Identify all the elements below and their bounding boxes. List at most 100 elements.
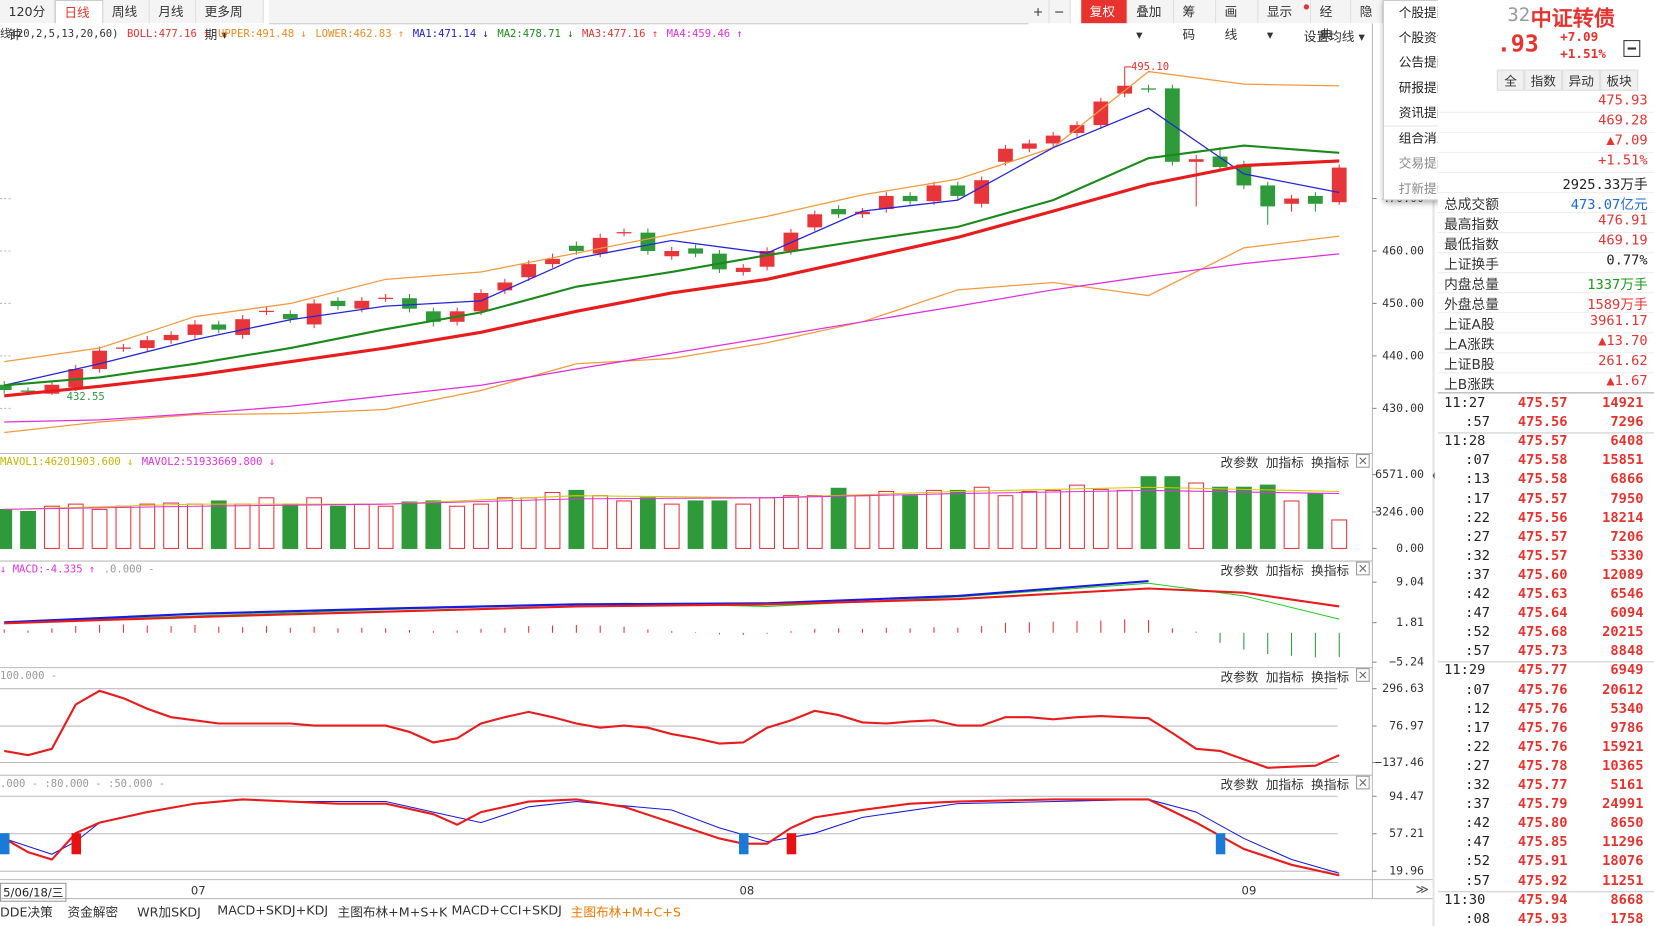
quote-price: .93 — [1496, 31, 1539, 59]
panel-button[interactable]: 改参数 — [1220, 777, 1259, 793]
quote-tab[interactable]: 指数 — [1524, 69, 1563, 91]
tick-price: 475.57 — [1517, 395, 1568, 412]
panel-button[interactable]: 改参数 — [1220, 455, 1259, 471]
volume-bar — [926, 489, 942, 549]
panel-button[interactable]: 加指标 — [1265, 669, 1304, 685]
tick-volume: 1758 — [1610, 910, 1644, 926]
stat-sep — [1437, 191, 1654, 194]
volume-bar — [210, 500, 227, 549]
toolbar-button[interactable]: 隐 — [1351, 0, 1383, 24]
stat-sep — [1437, 232, 1654, 234]
menu-item[interactable]: 个股提醒 — [1398, 5, 1450, 21]
toolbar-button[interactable]: 筹码 — [1174, 0, 1217, 42]
period-tab[interactable]: 更多周期 ▾ — [196, 0, 264, 42]
candle-body — [282, 313, 298, 320]
toolbar-button[interactable]: 叠加 ▾ — [1127, 0, 1175, 42]
scroll-more[interactable]: ≫ — [1415, 881, 1429, 897]
stat-sep — [1437, 272, 1654, 274]
panel-button[interactable]: 换指标 — [1311, 669, 1350, 685]
bottom-tab[interactable]: MACD+CCI+SKDJ — [451, 902, 562, 918]
candle-body — [306, 303, 322, 325]
tick-price: 475.76 — [1517, 739, 1568, 755]
tick-volume: 24991 — [1602, 796, 1644, 813]
collapse-icon[interactable] — [1623, 40, 1641, 57]
menu-item[interactable]: 公告提醒 — [1398, 55, 1450, 71]
y-tick-label: −137.46 — [1375, 755, 1424, 769]
volume-bar — [1021, 490, 1038, 549]
panel-button[interactable]: 改参数 — [1220, 669, 1259, 685]
stat-value: 475.93 — [1598, 92, 1648, 109]
menu-item[interactable]: 资讯提醒 — [1398, 105, 1450, 120]
tick-price: 475.85 — [1517, 834, 1568, 851]
panel-button[interactable]: 加指标 — [1265, 777, 1304, 793]
legend: 100.000 - — [0, 670, 57, 685]
menu-item[interactable]: 交易提醒 — [1398, 156, 1450, 171]
period-tab[interactable]: 120分钟 — [0, 0, 55, 42]
candle-body — [378, 297, 394, 299]
x-tick-label: 09 — [1241, 883, 1257, 898]
bottom-tab[interactable]: 主图布林+M+C+S — [570, 904, 681, 920]
bottom-tab[interactable]: MACD+SKDJ+KDJ — [217, 902, 329, 918]
period-tab[interactable]: 周线 — [103, 0, 150, 24]
bottom-tab[interactable]: 主图布林+M+S+K — [337, 904, 448, 920]
splitter-arrow[interactable] — [1432, 470, 1435, 481]
tick-time: :52 — [1465, 853, 1490, 870]
bottom-tab[interactable]: DDE决策 — [0, 904, 53, 920]
stat-sep — [1437, 171, 1654, 173]
indicator-line — [4, 144, 1340, 387]
indicator-line — [4, 580, 1149, 624]
zoom-button[interactable]: + — [1028, 0, 1050, 24]
panel-button[interactable]: 加指标 — [1265, 563, 1304, 578]
tick-time: :27 — [1465, 758, 1490, 775]
tick-volume: 6094 — [1610, 605, 1644, 622]
signal-marker — [786, 833, 797, 855]
volume-bar — [520, 497, 537, 549]
volume-bar — [568, 489, 585, 549]
volume-bar — [1283, 500, 1300, 549]
volume-bar — [735, 503, 752, 549]
toolbar-fill — [268, 0, 1029, 25]
volume-bar — [616, 500, 632, 549]
tick-price: 475.57 — [1517, 490, 1568, 507]
tick-volume: 14921 — [1602, 395, 1644, 412]
toolbar-button[interactable]: 画线 — [1216, 0, 1259, 42]
indicator-line — [4, 107, 1340, 386]
tick-price: 475.57 — [1517, 529, 1568, 545]
candle-body — [259, 310, 274, 313]
candle-body — [116, 347, 131, 349]
panel-button[interactable]: 换指标 — [1311, 777, 1350, 793]
menu-item[interactable]: 打新提醒 — [1398, 181, 1450, 196]
period-tab[interactable]: 日线 — [54, 0, 104, 24]
indicator-line — [3, 798, 1340, 877]
toolbar-button[interactable]: 复权 ▾ — [1081, 0, 1128, 42]
quote-tab[interactable]: 异动 — [1562, 69, 1601, 91]
zoom-button[interactable]: − — [1049, 0, 1071, 24]
tick-volume: 9786 — [1610, 720, 1644, 736]
tick-price: 475.60 — [1517, 567, 1568, 584]
period-tab[interactable]: 月线 — [149, 0, 197, 24]
volume-bar — [1164, 476, 1181, 549]
panel-button[interactable]: 换指标 — [1311, 455, 1350, 471]
toolbar-button[interactable]: 显示 ▾ — [1258, 0, 1312, 42]
tick-time: 11:28 — [1444, 433, 1486, 450]
volume-bar — [949, 489, 966, 549]
volume-bar — [1045, 489, 1062, 549]
volume-bar — [473, 503, 489, 549]
close-icon — [1359, 779, 1367, 787]
panel-button[interactable]: 改参数 — [1220, 563, 1259, 578]
quote-tab[interactable]: 全 — [1496, 69, 1525, 91]
ma-setting[interactable]: 设置均线 ▾ — [1303, 29, 1365, 45]
menu-item[interactable]: 个股资讯 — [1398, 30, 1450, 46]
bottom-tab[interactable]: 资金解密 — [67, 904, 119, 920]
candle-body — [1236, 164, 1252, 186]
stat-sep — [1437, 151, 1654, 153]
tick-time: 11:30 — [1444, 891, 1486, 908]
panel-button[interactable]: 加指标 — [1265, 455, 1304, 471]
volume-bar — [1140, 476, 1157, 549]
toolbar-button[interactable]: 经典 — [1311, 0, 1352, 42]
menu-item[interactable]: 研报提醒 — [1398, 80, 1450, 95]
panel-button[interactable]: 换指标 — [1311, 563, 1350, 578]
quote-tab[interactable]: 板块 — [1600, 69, 1639, 91]
bottom-tab[interactable]: WR加SKDJ — [137, 904, 201, 920]
